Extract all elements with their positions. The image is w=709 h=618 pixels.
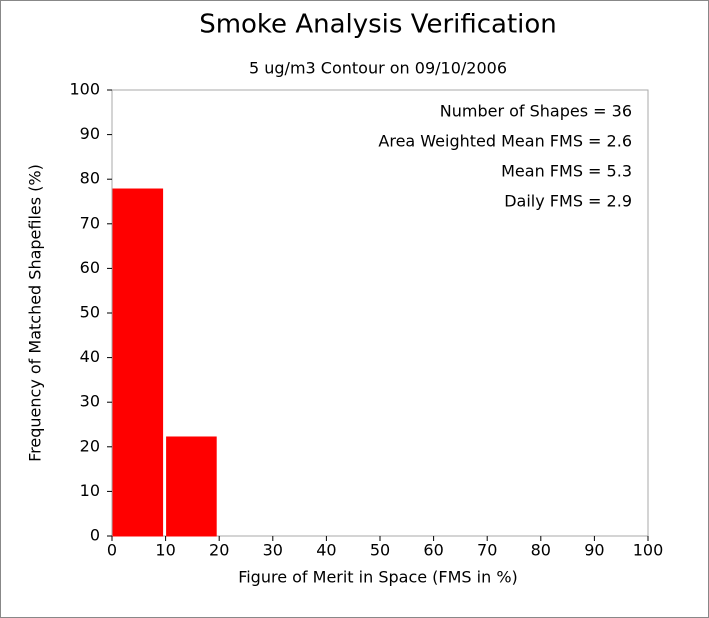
x-tick-label: 50 [370,541,390,560]
x-axis-label: Figure of Merit in Space (FMS in %) [238,568,518,587]
y-tick-label: 60 [80,258,100,277]
y-tick-label: 90 [80,124,100,143]
chart-title: Smoke Analysis Verification [199,10,557,40]
x-tick-label: 100 [633,541,664,560]
y-tick-label: 40 [80,347,100,366]
y-tick-label: 100 [69,80,100,99]
x-tick-label: 80 [531,541,551,560]
x-tick-label: 30 [263,541,283,560]
y-tick-label: 30 [80,392,100,411]
x-tick-label: 60 [423,541,443,560]
y-tick-label: 10 [80,481,100,500]
x-tick-label: 10 [155,541,175,560]
bar [166,436,217,537]
y-tick-label: 20 [80,436,100,455]
x-tick-label: 70 [477,541,497,560]
y-tick-label: 80 [80,169,100,188]
x-tick-label: 20 [209,541,229,560]
annotation: Daily FMS = 2.9 [504,192,632,211]
annotation: Area Weighted Mean FMS = 2.6 [378,132,632,151]
y-tick-label: 70 [80,213,100,232]
y-axis-label: Frequency of Matched Shapefiles (%) [26,164,45,462]
annotation: Mean FMS = 5.3 [501,162,632,181]
x-tick-label: 0 [107,541,117,560]
x-tick-label: 40 [316,541,336,560]
y-tick-label: 0 [90,526,100,545]
x-tick-label: 90 [584,541,604,560]
y-tick-label: 50 [80,303,100,322]
bar [112,188,164,537]
annotation: Number of Shapes = 36 [440,102,632,121]
chart-subtitle: 5 ug/m3 Contour on 09/10/2006 [249,59,507,78]
